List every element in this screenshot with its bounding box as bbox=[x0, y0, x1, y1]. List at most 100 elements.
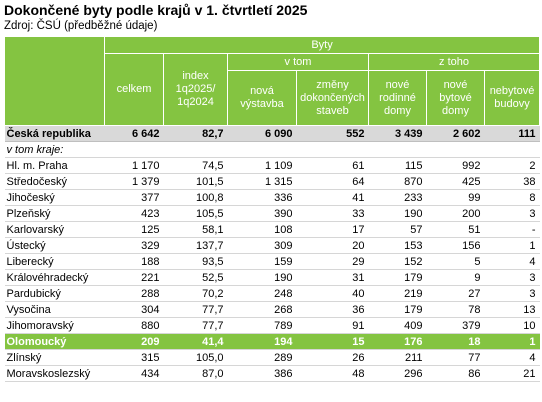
cell-rodinne-domy: 233 bbox=[368, 189, 427, 206]
cell-rodinne-domy: 115 bbox=[368, 157, 427, 174]
header-zmeny-staveb: změny dokončených staveb bbox=[296, 70, 369, 126]
cell-zmeny-staveb: 552 bbox=[296, 125, 369, 142]
header-rodinne-domy: nové rodinné domy bbox=[368, 70, 427, 126]
cell-zmeny-staveb: 64 bbox=[296, 173, 369, 190]
table-row: Zlínský 315 105,0 289 26 211 77 4 bbox=[4, 349, 540, 366]
cell-bytove-domy: 18 bbox=[426, 333, 485, 350]
row-label: Hl. m. Praha bbox=[4, 157, 105, 174]
cell-zmeny-staveb: 26 bbox=[296, 349, 369, 366]
cell-nebytove-budovy: - bbox=[484, 221, 540, 238]
table-row: Plzeňský 423 105,5 390 33 190 200 3 bbox=[4, 205, 540, 222]
cell-rodinne-domy: 179 bbox=[368, 269, 427, 286]
cell-zmeny-staveb: 15 bbox=[296, 333, 369, 350]
cell-nova-vystavba: 1 315 bbox=[227, 173, 297, 190]
cell-celkem: 209 bbox=[104, 333, 164, 350]
cell-rodinne-domy: 152 bbox=[368, 253, 427, 270]
row-label: Liberecký bbox=[4, 253, 105, 270]
cell-nebytove-budovy: 3 bbox=[484, 205, 540, 222]
cell-bytove-domy: 99 bbox=[426, 189, 485, 206]
cell-nova-vystavba: 108 bbox=[227, 221, 297, 238]
cell-celkem: 315 bbox=[104, 349, 164, 366]
cell-nova-vystavba: 159 bbox=[227, 253, 297, 270]
cell-celkem: 288 bbox=[104, 285, 164, 302]
cell-nova-vystavba: 309 bbox=[227, 237, 297, 254]
cell-nova-vystavba: 336 bbox=[227, 189, 297, 206]
table-row: Pardubický 288 70,2 248 40 219 27 3 bbox=[4, 285, 540, 302]
cell-index: 77,7 bbox=[163, 317, 228, 334]
cell-index: 77,7 bbox=[163, 301, 228, 318]
table-row: Královéhradecký 221 52,5 190 31 179 9 3 bbox=[4, 269, 540, 286]
cell-bytove-domy: 425 bbox=[426, 173, 485, 190]
cell-bytove-domy: 77 bbox=[426, 349, 485, 366]
table-row: Jihočeský 377 100,8 336 41 233 99 8 bbox=[4, 189, 540, 206]
header-group-v-tom: v tom bbox=[227, 53, 369, 71]
cell-celkem: 423 bbox=[104, 205, 164, 222]
cell-nebytove-budovy: 21 bbox=[484, 365, 540, 382]
cell-index: 105,0 bbox=[163, 349, 228, 366]
cell-celkem: 188 bbox=[104, 253, 164, 270]
row-label: Jihočeský bbox=[4, 189, 105, 206]
cell-zmeny-staveb: 29 bbox=[296, 253, 369, 270]
cell-nebytove-budovy: 2 bbox=[484, 157, 540, 174]
cell-nova-vystavba: 1 109 bbox=[227, 157, 297, 174]
cell-nebytove-budovy: 10 bbox=[484, 317, 540, 334]
cell-nova-vystavba: 268 bbox=[227, 301, 297, 318]
cell-celkem: 1 170 bbox=[104, 157, 164, 174]
cell-zmeny-staveb: 48 bbox=[296, 365, 369, 382]
row-label: Olomoucký bbox=[4, 333, 105, 350]
cell-bytove-domy: 86 bbox=[426, 365, 485, 382]
cell-celkem: 6 642 bbox=[104, 125, 164, 142]
cell-zmeny-staveb: 20 bbox=[296, 237, 369, 254]
row-label: Jihomoravský bbox=[4, 317, 105, 334]
cell-bytove-domy: 78 bbox=[426, 301, 485, 318]
header-index: index 1q2025/ 1q2024 bbox=[163, 53, 228, 126]
table-row: Ústecký 329 137,7 309 20 153 156 1 bbox=[4, 237, 540, 254]
cell-nebytove-budovy: 1 bbox=[484, 237, 540, 254]
cell-celkem: 304 bbox=[104, 301, 164, 318]
row-label: Vysočina bbox=[4, 301, 105, 318]
cell-celkem: 880 bbox=[104, 317, 164, 334]
cell-nebytove-budovy: 4 bbox=[484, 349, 540, 366]
cell-nebytove-budovy: 38 bbox=[484, 173, 540, 190]
table-body: Česká republika 6 642 82,7 6 090 552 3 4… bbox=[4, 125, 540, 382]
table-row: Liberecký 188 93,5 159 29 152 5 4 bbox=[4, 253, 540, 270]
header-bytove-domy: nové bytové domy bbox=[426, 70, 485, 126]
cell-rodinne-domy: 3 439 bbox=[368, 125, 427, 142]
cell-zmeny-staveb: 33 bbox=[296, 205, 369, 222]
cell-zmeny-staveb: 17 bbox=[296, 221, 369, 238]
cell-nebytove-budovy: 1 bbox=[484, 333, 540, 350]
row-label: Pardubický bbox=[4, 285, 105, 302]
cell-bytove-domy: 9 bbox=[426, 269, 485, 286]
table-row: Středočeský 1 379 101,5 1 315 64 870 425 38 bbox=[4, 173, 540, 190]
cell-bytove-domy: 5 bbox=[426, 253, 485, 270]
cell-nova-vystavba: 386 bbox=[227, 365, 297, 382]
cell-zmeny-staveb: 41 bbox=[296, 189, 369, 206]
cell-nebytove-budovy: 4 bbox=[484, 253, 540, 270]
table-row: Hl. m. Praha 1 170 74,5 1 109 61 115 992 2 bbox=[4, 157, 540, 174]
cell-nebytove-budovy: 13 bbox=[484, 301, 540, 318]
cell-nova-vystavba: 289 bbox=[227, 349, 297, 366]
header-celkem: celkem bbox=[104, 53, 164, 126]
cell-index: 101,5 bbox=[163, 173, 228, 190]
table-row: Moravskoslezský 434 87,0 386 48 296 86 21 bbox=[4, 365, 540, 382]
cell-celkem: 125 bbox=[104, 221, 164, 238]
cell-nova-vystavba: 190 bbox=[227, 269, 297, 286]
cell-nebytove-budovy: 111 bbox=[484, 125, 540, 142]
cell-index: 52,5 bbox=[163, 269, 228, 286]
table-row: Olomoucký 209 41,4 194 15 176 18 1 bbox=[4, 333, 540, 350]
row-label: Karlovarský bbox=[4, 221, 105, 238]
table-row: Vysočina 304 77,7 268 36 179 78 13 bbox=[4, 301, 540, 318]
cell-bytove-domy: 992 bbox=[426, 157, 485, 174]
table-title: Dokončené byty podle krajů v 1. čtvrtlet… bbox=[4, 2, 308, 18]
cell-index: 82,7 bbox=[163, 125, 228, 142]
cell-nebytove-budovy: 3 bbox=[484, 269, 540, 286]
cell-rodinne-domy: 57 bbox=[368, 221, 427, 238]
cell-nova-vystavba: 390 bbox=[227, 205, 297, 222]
cell-rodinne-domy: 211 bbox=[368, 349, 427, 366]
cell-bytove-domy: 51 bbox=[426, 221, 485, 238]
header-corner bbox=[4, 36, 105, 126]
header-nova-vystavba: nová výstavba bbox=[227, 70, 297, 126]
cell-bytove-domy: 200 bbox=[426, 205, 485, 222]
cell-bytove-domy: 2 602 bbox=[426, 125, 485, 142]
